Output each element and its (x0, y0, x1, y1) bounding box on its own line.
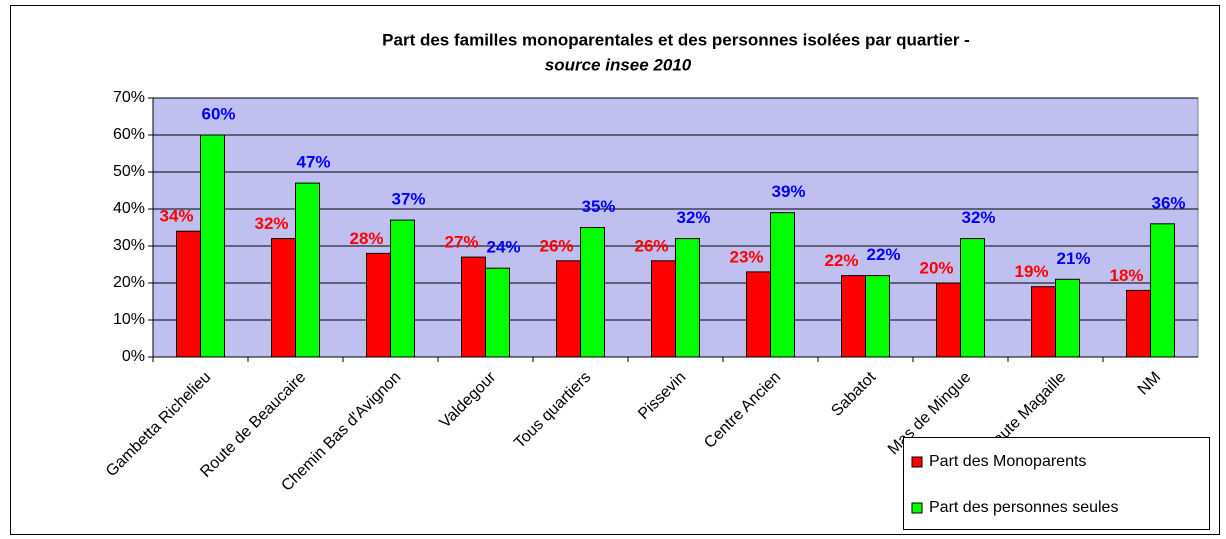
value-label: 34% (159, 207, 193, 226)
value-label: 36% (1151, 193, 1185, 212)
value-label: 21% (1056, 249, 1090, 268)
bar (556, 260, 581, 358)
bar (461, 256, 486, 358)
y-tick-label: 10% (113, 311, 145, 328)
bar (485, 267, 510, 358)
value-label: 23% (729, 247, 763, 266)
value-label: 22% (824, 251, 858, 270)
value-label: 39% (771, 182, 805, 201)
bar (651, 260, 676, 358)
y-tick-label: 60% (113, 126, 145, 143)
bar (960, 238, 985, 358)
value-label: 32% (676, 208, 710, 227)
bar (176, 230, 201, 358)
bar (936, 282, 961, 358)
value-label: 20% (919, 258, 953, 277)
legend (903, 437, 1210, 530)
bar (390, 219, 415, 358)
value-label: 19% (1014, 262, 1048, 281)
legend-swatch (911, 502, 923, 514)
bar (746, 271, 771, 358)
y-tick-label: 30% (113, 237, 145, 254)
bar (1055, 278, 1080, 358)
legend-swatch (911, 456, 923, 468)
value-label: 18% (1109, 266, 1143, 285)
bar (580, 227, 605, 358)
y-tick-label: 0% (122, 348, 145, 365)
bar (1031, 286, 1056, 358)
bar (770, 212, 795, 358)
value-label: 60% (201, 104, 235, 123)
y-tick-label: 50% (113, 163, 145, 180)
value-label: 26% (539, 236, 573, 255)
bar (841, 275, 866, 358)
y-tick-label: 20% (113, 274, 145, 291)
value-label: 28% (349, 229, 383, 248)
value-label: 37% (391, 190, 425, 209)
value-label: 27% (444, 233, 478, 252)
chart-title: Part des familles monoparentales et des … (382, 30, 970, 49)
bar (366, 252, 391, 358)
y-tick-label: 40% (113, 200, 145, 217)
bar (1126, 289, 1151, 358)
value-label: 24% (486, 238, 520, 257)
value-label: 47% (296, 153, 330, 172)
bar (271, 238, 296, 358)
bar (675, 238, 700, 358)
bar (865, 275, 890, 358)
value-label: 26% (634, 236, 668, 255)
bar (1150, 223, 1175, 358)
legend-label: Part des Monoparents (929, 453, 1086, 470)
y-tick-label: 70% (113, 89, 145, 106)
legend-label: Part des personnes seules (929, 499, 1118, 516)
value-label: 32% (254, 214, 288, 233)
bar (200, 134, 225, 358)
value-label: 22% (866, 245, 900, 264)
value-label: 35% (581, 197, 615, 216)
value-label: 32% (961, 208, 995, 227)
chart-subtitle: source insee 2010 (545, 55, 692, 74)
bar (295, 182, 320, 358)
